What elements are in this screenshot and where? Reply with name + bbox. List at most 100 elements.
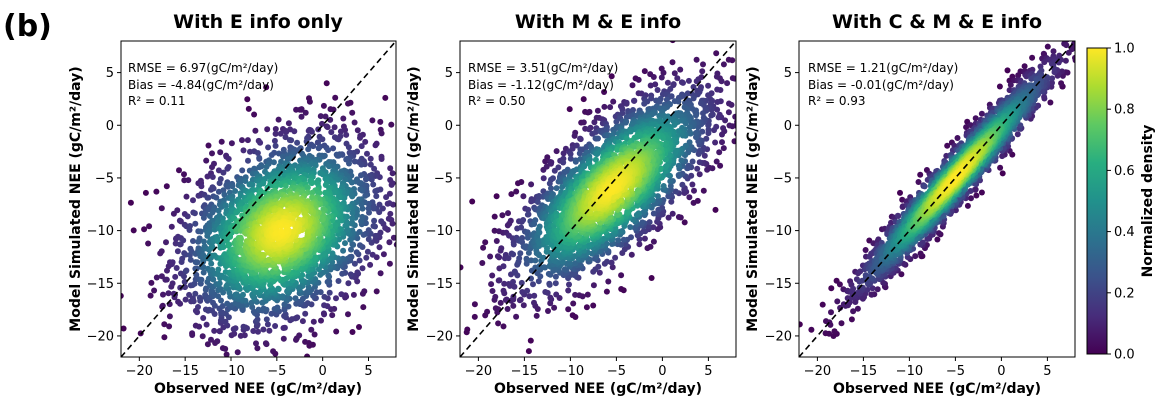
scatter-point (510, 241, 517, 248)
scatter-point (332, 94, 339, 101)
scatter-point (299, 318, 306, 325)
scatter-point (720, 61, 727, 68)
scatter-point (726, 122, 733, 129)
r2-text: R² = 0.11 (128, 94, 186, 108)
scatter-point (386, 260, 393, 267)
scatter-point (278, 228, 285, 235)
scatter-point (510, 251, 517, 258)
scatter-point (647, 82, 654, 89)
scatter-point (256, 155, 263, 162)
scatter-point (572, 291, 579, 298)
scatter-point (520, 217, 527, 223)
scatter-point (254, 316, 261, 323)
scatter-point (696, 171, 703, 178)
scatter-point (308, 180, 315, 187)
scatter-point (351, 260, 358, 267)
scatter-point (121, 325, 127, 332)
scatter-point (146, 223, 153, 230)
scatter-point (272, 126, 279, 132)
scatter-point (517, 296, 524, 303)
scatter-point (387, 177, 394, 183)
scatter-point (183, 193, 190, 200)
scatter-point (387, 165, 394, 172)
scatter-point (540, 175, 547, 182)
scatter-point (519, 235, 526, 241)
scatter-point (242, 178, 249, 184)
y-tick-label: −5 (95, 171, 114, 186)
scatter-point (282, 134, 289, 141)
scatter-point (610, 98, 617, 105)
scatter-point (488, 281, 495, 288)
scatter-point (671, 70, 678, 77)
scatter-point (686, 139, 693, 146)
scatter-point (609, 241, 615, 247)
scatter-point (204, 341, 211, 348)
scatter-point (294, 139, 301, 146)
scatter-point (312, 276, 319, 282)
scatter-point (608, 73, 615, 80)
scatter-point (716, 149, 723, 156)
scatter-point (160, 291, 166, 298)
scatter-point (332, 222, 338, 229)
scatter-point (384, 200, 391, 207)
scatter-point (713, 50, 720, 57)
scatter-point (296, 332, 303, 339)
scatter-point (181, 273, 187, 280)
scatter-point (176, 167, 182, 174)
scatter-point (363, 176, 369, 183)
scatter-point (234, 349, 241, 356)
scatter-point (629, 82, 636, 89)
scatter-point (536, 223, 543, 230)
scatter-point (334, 152, 341, 159)
scatter-point (318, 216, 325, 223)
scatter-point (121, 292, 124, 299)
scatter-point (250, 308, 257, 315)
scatter-point (305, 146, 312, 153)
scatter-point (378, 218, 385, 225)
scatter-point (306, 98, 313, 105)
scatter-point (209, 307, 216, 314)
scatter-point (507, 217, 514, 224)
scatter-point (304, 353, 311, 357)
x-tick-label: 5 (364, 364, 372, 379)
scatter-point (367, 155, 374, 162)
scatter-point (260, 305, 267, 312)
scatter-point (163, 183, 170, 190)
scatter-point (360, 304, 367, 311)
scatter-point (531, 221, 538, 227)
scatter-point (510, 302, 517, 309)
scatter-point (633, 212, 640, 218)
scatter-point (303, 184, 310, 191)
scatter-point (183, 267, 190, 274)
scatter-point (660, 135, 666, 142)
scatter-point (437, 119, 443, 125)
scatter-point (351, 119, 358, 126)
scatter-point (613, 118, 620, 125)
scatter-point (704, 166, 711, 173)
scatter-point (349, 219, 356, 226)
scatter-point (591, 119, 598, 126)
scatter-point (253, 340, 259, 347)
scatter-point (644, 245, 651, 252)
scatter-point (668, 198, 675, 205)
scatter-point (189, 330, 196, 337)
scatter-point (660, 69, 667, 76)
scatter-point (386, 378, 392, 384)
scatter-point (500, 263, 507, 270)
scatter-point (469, 198, 476, 205)
scatter-point (208, 336, 214, 343)
scatter-point (198, 183, 205, 190)
scatter-point (370, 223, 377, 229)
scatter-point (331, 189, 338, 196)
scatter-point (200, 264, 207, 271)
scatter-point (345, 144, 352, 151)
scatter-point (361, 288, 368, 295)
scatter-point (489, 272, 496, 279)
scatter-point (696, 159, 703, 166)
scatter-point (238, 241, 245, 247)
scatter-point (655, 206, 662, 213)
scatter-point (493, 238, 500, 244)
scatter-point (168, 223, 175, 230)
scatter-point (169, 259, 176, 266)
scatter-point (482, 239, 489, 246)
